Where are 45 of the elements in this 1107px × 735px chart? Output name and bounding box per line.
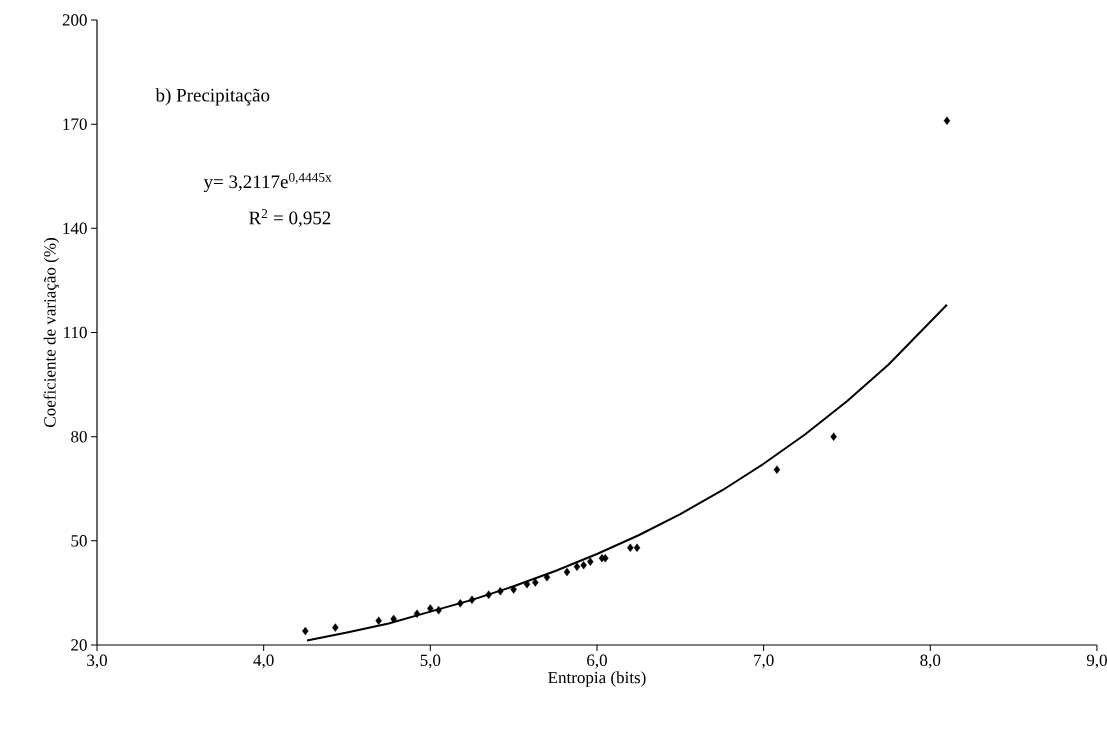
y-tick-label: 200 <box>62 14 87 26</box>
x-tick-label: 8,0 <box>920 654 941 669</box>
point <box>427 604 434 613</box>
y-tick-label: 110 <box>64 326 87 339</box>
point <box>943 116 951 125</box>
point <box>532 578 539 587</box>
point <box>602 553 609 563</box>
x-tick-label: 3,0 <box>87 654 107 669</box>
y-tick-label: 50 <box>71 535 87 547</box>
point <box>413 609 421 618</box>
y-axis-title: Coeficiente de variação (%) <box>43 238 60 427</box>
point <box>390 614 397 624</box>
x-axis-title: Entropia (bits) <box>548 671 646 687</box>
point <box>435 606 442 615</box>
point <box>332 623 339 632</box>
point <box>580 560 587 570</box>
annotation: y= 3,2117e$^{0,4445x}$ <box>203 172 332 193</box>
point <box>485 590 492 599</box>
point <box>633 543 641 552</box>
x-tick-label: 4,0 <box>253 654 274 669</box>
point <box>830 432 837 441</box>
point <box>523 580 531 589</box>
point <box>587 557 594 566</box>
point <box>457 599 464 608</box>
y-tick-label: 80 <box>71 430 87 443</box>
x-tick-label: 5,0 <box>420 654 441 669</box>
line-series <box>306 303 948 642</box>
x-tick-label: 7,0 <box>754 654 774 669</box>
point <box>563 567 571 577</box>
annotation: R$^{2}$ = 0,952 <box>249 209 331 228</box>
point <box>627 543 634 552</box>
point <box>773 465 781 474</box>
point <box>543 573 551 582</box>
point <box>302 626 309 636</box>
point <box>497 586 504 596</box>
point <box>573 562 581 572</box>
y-tick-label: 20 <box>71 639 87 651</box>
point <box>375 616 382 625</box>
y-tick-label: 170 <box>63 118 87 130</box>
x-tick-label: 9,0 <box>1086 654 1107 669</box>
annotation: b) Precipitação <box>155 88 270 106</box>
y-tick-label: 140 <box>63 222 87 235</box>
x-tick-label: 6,0 <box>587 654 607 669</box>
point <box>468 595 476 605</box>
point <box>510 585 517 594</box>
